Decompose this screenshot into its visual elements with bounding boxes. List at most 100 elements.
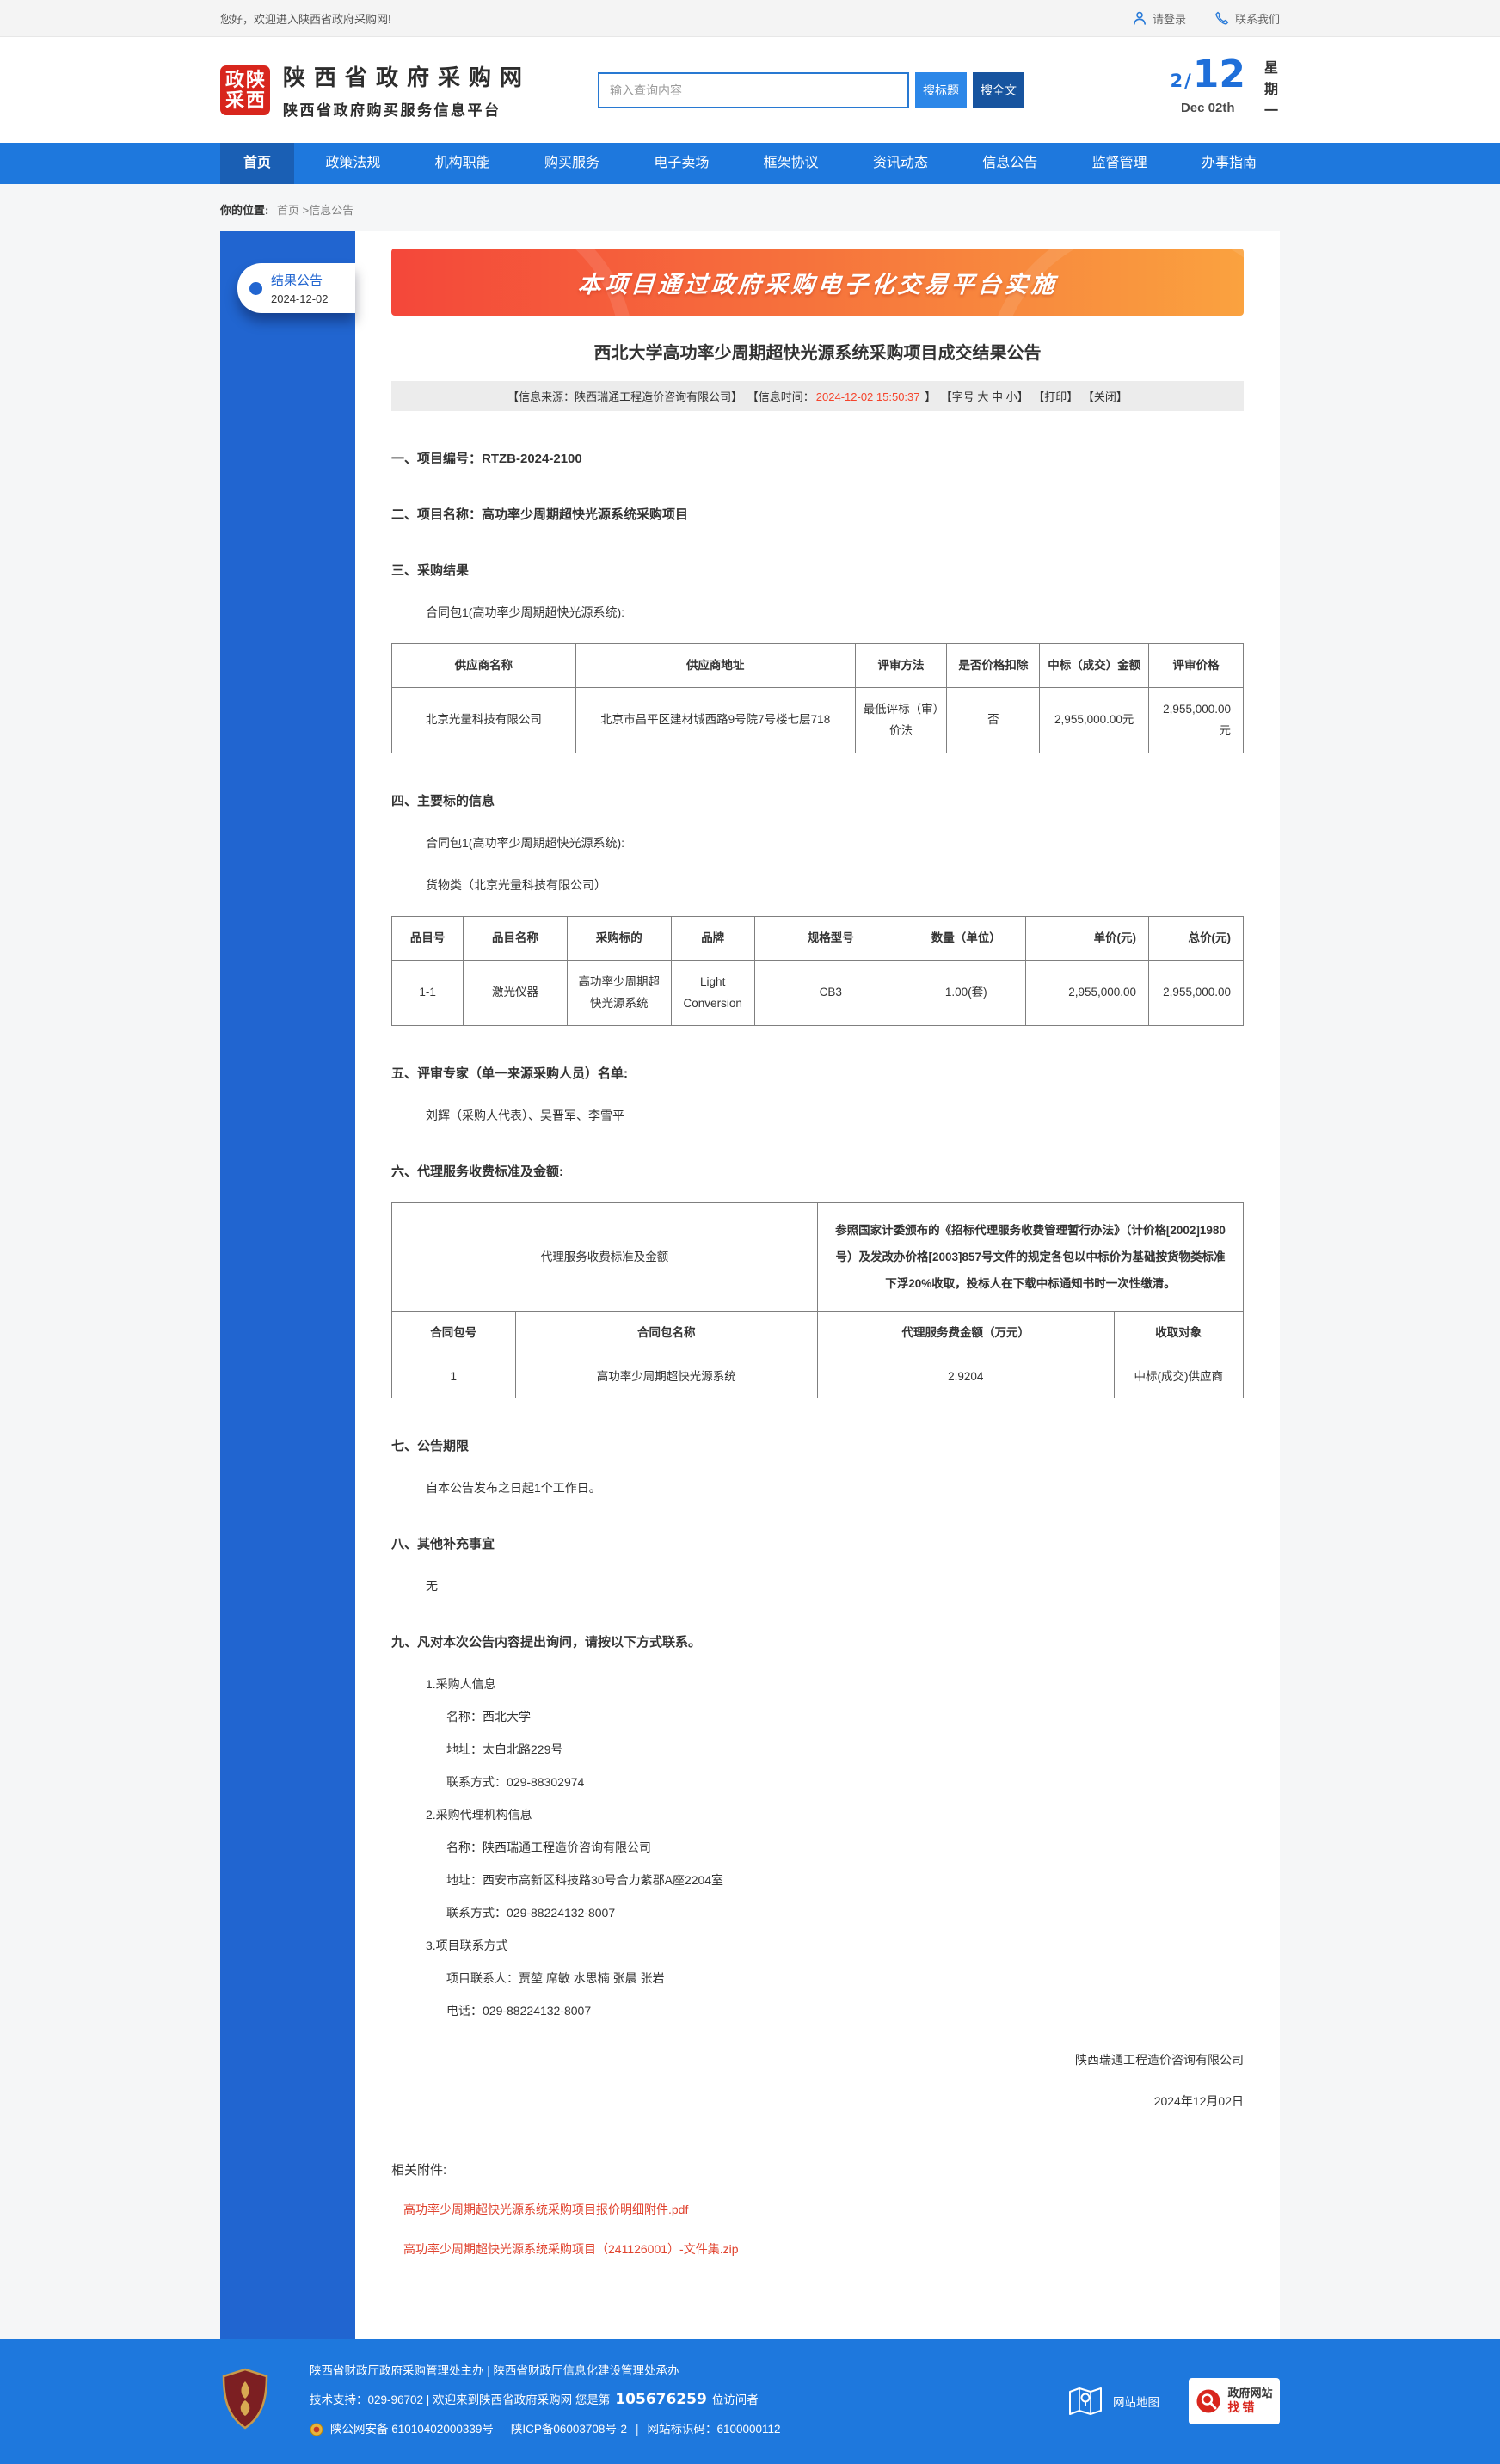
breadcrumb-prefix: 你的位置: [220,204,269,217]
meta-time: 2024-12-02 15:50:37 [815,390,920,403]
search-input[interactable] [598,71,910,108]
site-header: 政 陕 采 西 陕西省政府采购网 陕西省政府购买服务信息平台 搜标题 搜全文 2… [0,37,1500,143]
cell-fee-policy: 参照国家计委颁布的《招标代理服务收费管理暂行办法》（计价格[2002]1980号… [816,1201,1245,1312]
police-badge-icon [310,2423,323,2436]
search-title-button[interactable]: 搜标题 [915,71,968,108]
welcome-text: 您好，欢迎进入陕西省政府采购网! [220,12,391,26]
magnifier-icon [1196,2389,1220,2413]
col-header: 中标（成交）金额 [1039,643,1150,688]
search-fulltext-button[interactable]: 搜全文 [973,71,1025,108]
nav-item-framework[interactable]: 框架协议 [763,156,819,170]
cell-package-no: 1 [391,1354,516,1399]
cell-fee-amount: 2.9204 [816,1354,1115,1399]
col-header: 规格型号 [753,915,907,961]
agency-address: 地址：西安市高新区科技路30号合力紫郡A座2204室 [446,1873,724,1888]
nav-item-announcements[interactable]: 信息公告 [982,156,1038,170]
logo-char: 西 [245,89,265,111]
font-size-control[interactable]: 【字号 大 中 小】 [940,390,1029,403]
badge-title: 政府网站 [1227,2386,1273,2399]
meta-bar: 【信息来源：陕西瑞通工程造价咨询有限公司】 【信息时间： 2024-12-02 1… [391,381,1244,411]
table-header-row: 合同包号 合同包名称 代理服务费金额（万元） 收取对象 [391,1310,1244,1355]
col-header: 品牌 [670,915,755,961]
date-day: 12 [1192,52,1245,97]
content-area: 结果公告 2024-12-02 本项目通过政府采购电子化交易平台实施 西北大学高… [0,231,1500,2340]
attachment-link-pdf[interactable]: 高功率少周期超快光源系统采购项目报价明细附件.pdf [403,2203,689,2217]
cell-subject: 高功率少周期超快光源系统 [566,959,672,1026]
nav-item-e-mall[interactable]: 电子卖场 [654,156,710,170]
sidebar-category-label: 结果公告 [271,273,323,288]
nav-item-guide[interactable]: 办事指南 [1201,156,1257,170]
map-icon [1069,2387,1102,2415]
date-slash: / [1184,71,1191,92]
print-button[interactable]: 【打印】 [1033,390,1079,403]
attachments-title: 相关附件: [391,2163,447,2178]
table-row: 北京光量科技有限公司 北京市昌平区建材城西路9号院7号楼七层718 最低评标（审… [391,686,1244,753]
logo-char: 采 [224,89,244,111]
cell-item-name: 激光仪器 [463,959,568,1026]
nav-item-policies[interactable]: 政策法规 [325,156,381,170]
bullet-dot-icon [249,281,262,295]
date-english: Dec 02th [1180,101,1235,116]
meta-time-prefix: 【信息时间： [747,390,815,403]
meta-time-suffix: 】 [921,390,937,403]
top-bar: 您好，欢迎进入陕西省政府采购网! 请登录 联系我们 [0,0,1500,37]
col-header: 代理服务费金额（万元） [816,1310,1115,1355]
footer-organizers: 陕西省财政厅政府采购管理处主办 | 陕西省财政厅信息化建设管理处承办 [310,2364,679,2378]
nav-item-home[interactable]: 首页 [220,143,295,184]
purchaser-address: 地址：太白北路229号 [446,1742,563,1757]
nav-item-supervision[interactable]: 监督管理 [1091,156,1147,170]
sidebar-item-result-announcement[interactable]: 结果公告 2024-12-02 [237,263,355,313]
col-header: 是否价格扣除 [946,643,1041,688]
col-header: 合同包号 [391,1310,516,1355]
procurement-result-table: 供应商名称 供应商地址 评审方法 是否价格扣除 中标（成交）金额 评审价格 北京… [391,643,1244,753]
attachments-section: 相关附件: 高功率少周期超快光源系统采购项目报价明细附件.pdf 高功率少周期超… [391,2160,1244,2258]
nav-item-news[interactable]: 资讯动态 [872,156,928,170]
site-name: 陕西省政府采购网 [283,65,532,90]
section-2-heading: 二、项目名称：高功率少周期超快光源系统采购项目 [391,507,689,522]
gov-site-error-badge[interactable]: 政府网站 找错 [1189,2377,1280,2424]
attachment-link-zip[interactable]: 高功率少周期超快光源系统采购项目（241126001）-文件集.zip [403,2242,739,2257]
items-table: 品目号 品目名称 采购标的 品牌 规格型号 数量（单位） 单价(元) 总价(元)… [390,915,1244,1026]
contact-link[interactable]: 联系我们 [1215,10,1280,27]
contact-group-title: 2.采购代理机构信息 [426,1808,532,1822]
signature-block: 陕西瑞通工程造价咨询有限公司 2024年12月02日 [391,2054,1244,2107]
contact-label: 联系我们 [1234,12,1280,26]
logo-char: 陕 [245,68,265,90]
close-button[interactable]: 【关闭】 [1082,390,1128,403]
contact-group-title: 3.项目联系方式 [426,1939,508,1953]
search-area: 搜标题 搜全文 [598,71,1025,108]
announcement-card: 本项目通过政府采购电子化交易平台实施 西北大学高功率少周期超快光源系统采购项目成… [355,231,1280,2340]
user-icon [1133,11,1146,25]
table-header-row: 供应商名称 供应商地址 评审方法 是否价格扣除 中标（成交）金额 评审价格 [391,643,1244,688]
breadcrumb-current: 信息公告 [309,204,354,217]
separator: | [635,2423,639,2436]
agency-fee-table: 代理服务收费标准及金额 参照国家计委颁布的《招标代理服务收费管理暂行办法》（计价… [391,1201,1245,1399]
breadcrumb-home-link[interactable]: 首页 [276,204,299,217]
col-header: 品目号 [390,915,464,961]
nav-item-functions[interactable]: 机构职能 [434,156,490,170]
cell-package-name: 高功率少周期超快光源系统 [514,1354,818,1399]
nav-item-purchase-services[interactable]: 购买服务 [544,156,599,170]
site-subtitle: 陕西省政府购买服务信息平台 [283,102,501,119]
section-5-heading: 五、评审专家（单一来源采购人员）名单: [391,1066,628,1081]
footer-support-text: 技术支持：029-96702 | 欢迎来到陕西省政府采购网 您是第 [310,2393,611,2406]
col-header: 收取对象 [1113,1310,1244,1355]
col-header: 供应商名称 [391,643,576,688]
section-9-heading: 九、凡对本次公告内容提出询问，请按以下方式联系。 [391,1635,702,1650]
cell-unit-price: 2,955,000.00 [1024,959,1150,1026]
section-1-heading: 一、项目编号：RTZB-2024-2100 [391,452,582,466]
sitemap-link[interactable]: 网站地图 [1068,2385,1159,2418]
col-header: 采购标的 [566,915,672,961]
cell-supplier-address: 北京市昌平区建材城西路9号院7号楼七层718 [575,686,856,753]
cell-review-method: 最低评标（审）价法 [854,686,948,753]
cell-supplier-name: 北京光量科技有限公司 [391,686,576,753]
login-link[interactable]: 请登录 [1133,10,1186,27]
cell-brand: Light Conversion [670,959,755,1026]
phone-icon [1215,11,1229,25]
icp-number: 陕ICP备06003708号-2 [510,2423,627,2436]
table-row: 1-1 激光仪器 高功率少周期超快光源系统 Light Conversion C… [390,959,1244,1026]
section-8-heading: 八、其他补充事宜 [391,1537,495,1552]
meta-source: 【信息来源：陕西瑞通工程造价咨询有限公司】 [507,390,743,403]
logo-char: 政 [224,68,244,90]
visitor-count: 105676259 [615,2390,707,2408]
